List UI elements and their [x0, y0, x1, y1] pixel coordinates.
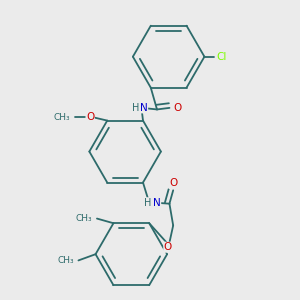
Text: O: O — [164, 242, 172, 252]
Text: H: H — [144, 198, 152, 208]
Text: CH₃: CH₃ — [57, 256, 74, 265]
Text: O: O — [86, 112, 94, 122]
Text: CH₃: CH₃ — [53, 113, 70, 122]
Text: H: H — [131, 103, 139, 113]
Text: N: N — [153, 198, 161, 208]
Text: Cl: Cl — [216, 52, 227, 62]
Text: CH₃: CH₃ — [75, 214, 92, 223]
Text: O: O — [173, 103, 181, 113]
Text: O: O — [169, 178, 177, 188]
Text: N: N — [140, 103, 148, 113]
